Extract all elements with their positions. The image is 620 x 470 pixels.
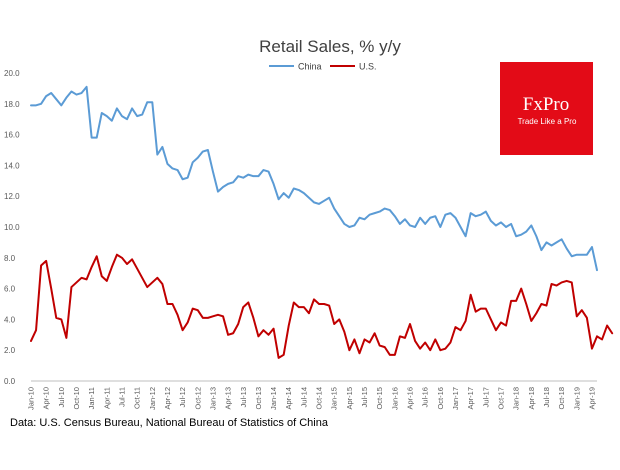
x-tick-label: Apr-11 [102, 387, 111, 409]
x-tick-label: Jul-10 [57, 387, 66, 407]
x-tick-label: Jul-14 [299, 387, 308, 407]
x-tick-label: Apr-15 [345, 387, 354, 410]
logo-tagline: Trade Like a Pro [518, 117, 577, 126]
x-tick-label: Oct-17 [496, 387, 505, 410]
series-line-us [30, 253, 614, 359]
y-tick-label: 14.0 [4, 161, 20, 170]
y-tick-label: 8.0 [4, 254, 16, 263]
x-tick-label: Apr-16 [406, 387, 415, 410]
x-tick-label: Oct-12 [193, 387, 202, 410]
x-tick-label: Jan-18 [512, 387, 521, 410]
x-tick-label: Jul-17 [481, 387, 490, 407]
x-tick-label: Jan-17 [451, 387, 460, 410]
x-tick-label: Oct-15 [375, 387, 384, 410]
legend-china-label: China [298, 62, 322, 72]
x-tick-label: Oct-13 [254, 387, 263, 410]
x-tick-label: Oct-16 [436, 387, 445, 410]
logo-text: FxPro [523, 94, 569, 115]
x-tick-label: Jan-13 [208, 387, 217, 410]
x-tick-label: Oct-10 [72, 387, 81, 410]
x-tick-label: Jan-11 [87, 387, 96, 409]
x-tick-label: Oct-14 [315, 387, 324, 410]
x-tick-label: Oct-11 [133, 387, 142, 409]
y-tick-label: 20.0 [4, 69, 20, 78]
x-tick-label: Apr-17 [466, 387, 475, 410]
x-tick-label: Jul-18 [542, 387, 551, 407]
x-tick-label: Jul-13 [239, 387, 248, 407]
series-layer [30, 85, 614, 359]
x-tick-label: Jul-16 [421, 387, 430, 407]
chart-title: Retail Sales, % y/y [259, 37, 401, 56]
y-tick-label: 12.0 [4, 192, 20, 201]
y-tick-label: 10.0 [4, 223, 20, 232]
x-tick-label: Jul-11 [117, 387, 126, 407]
logo-background [500, 62, 593, 155]
x-axis: Jan-10 Apr-10 Jul-10 Oct-10 Jan-11 Apr-11 Jul-… [27, 380, 597, 410]
y-tick-label: 16.0 [4, 131, 20, 140]
x-tick-label: Oct-18 [557, 387, 566, 410]
y-tick-label: 6.0 [4, 285, 16, 294]
x-tick-label: Apr-10 [42, 387, 51, 410]
x-tick-label: Jan-19 [572, 387, 581, 410]
x-tick-label: Jul-15 [360, 387, 369, 407]
x-tick-label: Jul-12 [178, 387, 187, 407]
y-tick-label: 18.0 [4, 100, 20, 109]
fxpro-logo: FxPro Trade Like a Pro [500, 62, 593, 155]
x-tick-label: Jan-10 [27, 387, 36, 410]
legend-us-label: U.S. [359, 62, 377, 72]
y-tick-label: 2.0 [4, 346, 16, 355]
x-tick-label: Jan-12 [148, 387, 157, 410]
x-tick-label: Jan-14 [269, 387, 278, 410]
legend: China U.S. [269, 62, 377, 72]
x-tick-label: Apr-12 [163, 387, 172, 410]
x-tick-label: Apr-13 [224, 387, 233, 410]
y-tick-label: 4.0 [4, 315, 16, 324]
x-tick-label: Jan-15 [330, 387, 339, 410]
x-tick-label: Apr-19 [587, 387, 596, 410]
y-tick-label: 0.0 [4, 377, 16, 386]
source-note: Data: U.S. Census Bureau, National Burea… [10, 417, 328, 429]
x-tick-label: Jan-16 [390, 387, 399, 410]
x-tick-label: Apr-14 [284, 387, 293, 410]
x-tick-label: Apr-18 [527, 387, 536, 410]
y-axis: 0.0 2.0 4.0 6.0 8.0 10.0 12.0 14.0 16.0 18.0 20.0 [4, 69, 20, 386]
series-line-china [30, 85, 598, 272]
